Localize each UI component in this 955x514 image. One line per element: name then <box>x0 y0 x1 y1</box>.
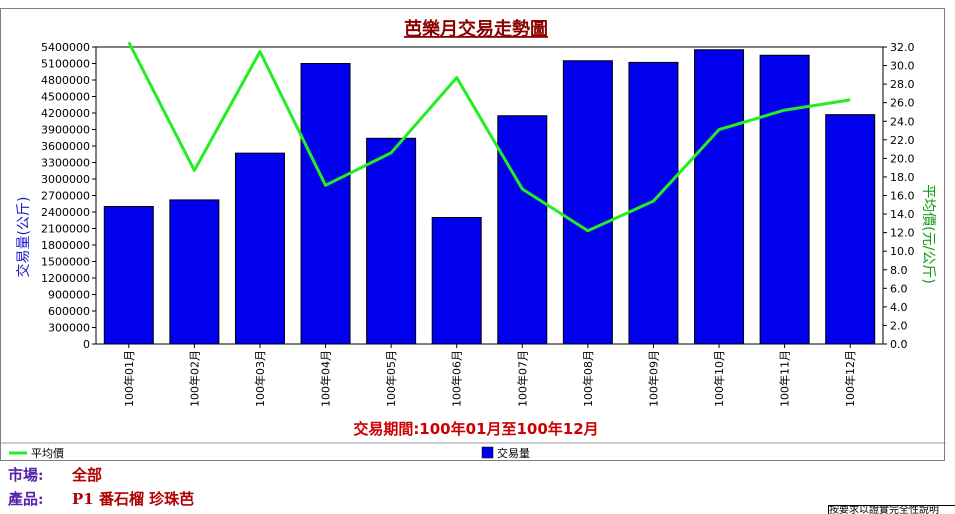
market-row: 市場: 全部 <box>8 462 194 486</box>
bar-100年07月 <box>497 115 548 345</box>
left-tick-label: 600000 <box>48 305 90 318</box>
left-tick-label: 5400000 <box>41 41 90 54</box>
right-tick-label: 4.0 <box>890 301 908 314</box>
chart: 芭樂月交易走勢圖 0 300000 600000 900000 1200000 15000… <box>1 18 946 460</box>
bar-100年06月 <box>431 217 482 345</box>
right-tick-label: 12.0 <box>890 227 915 240</box>
product-value: P1 番石榴 珍珠芭 <box>72 489 195 508</box>
bar-100年09月 <box>628 61 679 345</box>
left-tick-label: 4200000 <box>41 107 90 120</box>
left-axis-label: 交易量(公斤) <box>15 197 32 278</box>
x-tick-label: 100年04月 <box>319 350 333 407</box>
left-tick-label: 0 <box>83 338 90 351</box>
right-tick-label: 26.0 <box>890 97 915 110</box>
left-tick-label: 3600000 <box>41 140 90 153</box>
bar-100年02月 <box>169 199 220 345</box>
product-row: 產品: P1 番石榴 珍珠芭 <box>8 486 194 510</box>
x-tick-label: 100年08月 <box>581 350 595 407</box>
right-tick-label: 32.0 <box>890 41 915 54</box>
left-tick-label: 2400000 <box>41 206 90 219</box>
left-tick-label: 300000 <box>48 322 90 335</box>
right-tick-label: 14.0 <box>890 208 915 221</box>
x-tick-label: 100年03月 <box>253 350 267 407</box>
x-tick-label: 100年09月 <box>646 350 660 407</box>
left-tick-label: 3900000 <box>41 124 90 137</box>
period-label: 交易期間:100年01月至100年12月 <box>353 420 598 438</box>
x-tick-label: 100年11月 <box>778 350 792 407</box>
left-tick-label: 5100000 <box>41 58 90 71</box>
left-tick-label: 1800000 <box>41 239 90 252</box>
left-tick-label: 900000 <box>48 289 90 302</box>
bar-100年10月 <box>694 49 745 345</box>
left-tick-label: 2100000 <box>41 223 90 236</box>
right-tick-label: 18.0 <box>890 171 915 184</box>
x-tick-label: 100年01月 <box>122 350 136 407</box>
x-tick-label: 100年07月 <box>515 350 529 407</box>
x-tick-label: 100年12月 <box>843 350 857 407</box>
x-tick-label: 100年05月 <box>384 350 398 407</box>
bar-100年05月 <box>366 137 417 345</box>
bar-100年04月 <box>300 63 351 345</box>
chart-title: 芭樂月交易走勢圖 <box>404 18 548 40</box>
right-tick-label: 10.0 <box>890 245 915 258</box>
right-tick-label: 28.0 <box>890 78 915 91</box>
legend-label-price: 平均價 <box>31 446 64 460</box>
bar-100年03月 <box>234 152 285 345</box>
bar-100年12月 <box>825 114 876 345</box>
right-tick-label: 6.0 <box>890 282 908 295</box>
corner-note-text: 按要求以證實完全性說明 <box>829 505 939 514</box>
left-tick-label: 4500000 <box>41 91 90 104</box>
market-value: 全部 <box>72 465 103 484</box>
x-tick-label: 100年10月 <box>712 350 726 407</box>
left-tick-label: 1200000 <box>41 272 90 285</box>
left-tick-label: 3000000 <box>41 173 90 186</box>
bar-100年01月 <box>103 206 154 345</box>
right-tick-label: 16.0 <box>890 190 915 203</box>
right-tick-label: 2.0 <box>890 319 908 332</box>
left-tick-label: 2700000 <box>41 190 90 203</box>
bar-100年08月 <box>562 60 613 345</box>
right-tick-label: 0.0 <box>890 338 908 351</box>
left-tick-label: 4800000 <box>41 74 90 87</box>
bar-100年11月 <box>759 54 810 345</box>
right-tick-label: 20.0 <box>890 152 915 165</box>
legend-label-volume: 交易量 <box>497 446 530 460</box>
left-tick-label: 3300000 <box>41 157 90 170</box>
info-panel: 市場: 全部 產品: P1 番石榴 珍珠芭 <box>8 462 194 510</box>
market-label: 市場: <box>8 465 44 484</box>
corner-note: 按要求以證實完全性說明 <box>828 505 955 514</box>
legend-bar-swatch <box>481 446 494 459</box>
x-tick-label: 100年06月 <box>450 350 464 407</box>
right-tick-label: 30.0 <box>890 60 915 73</box>
price-line <box>127 41 851 233</box>
chart-frame: 芭樂月交易走勢圖 0 300000 600000 900000 1200000 15000… <box>0 8 946 461</box>
x-tick-label: 100年02月 <box>187 350 201 407</box>
right-tick-label: 22.0 <box>890 134 915 147</box>
product-label: 產品: <box>8 489 44 508</box>
right-axis-label: 平均價(元/公斤) <box>920 184 937 284</box>
left-tick-label: 1500000 <box>41 256 90 269</box>
right-tick-label: 8.0 <box>890 264 908 277</box>
right-tick-label: 24.0 <box>890 115 915 128</box>
